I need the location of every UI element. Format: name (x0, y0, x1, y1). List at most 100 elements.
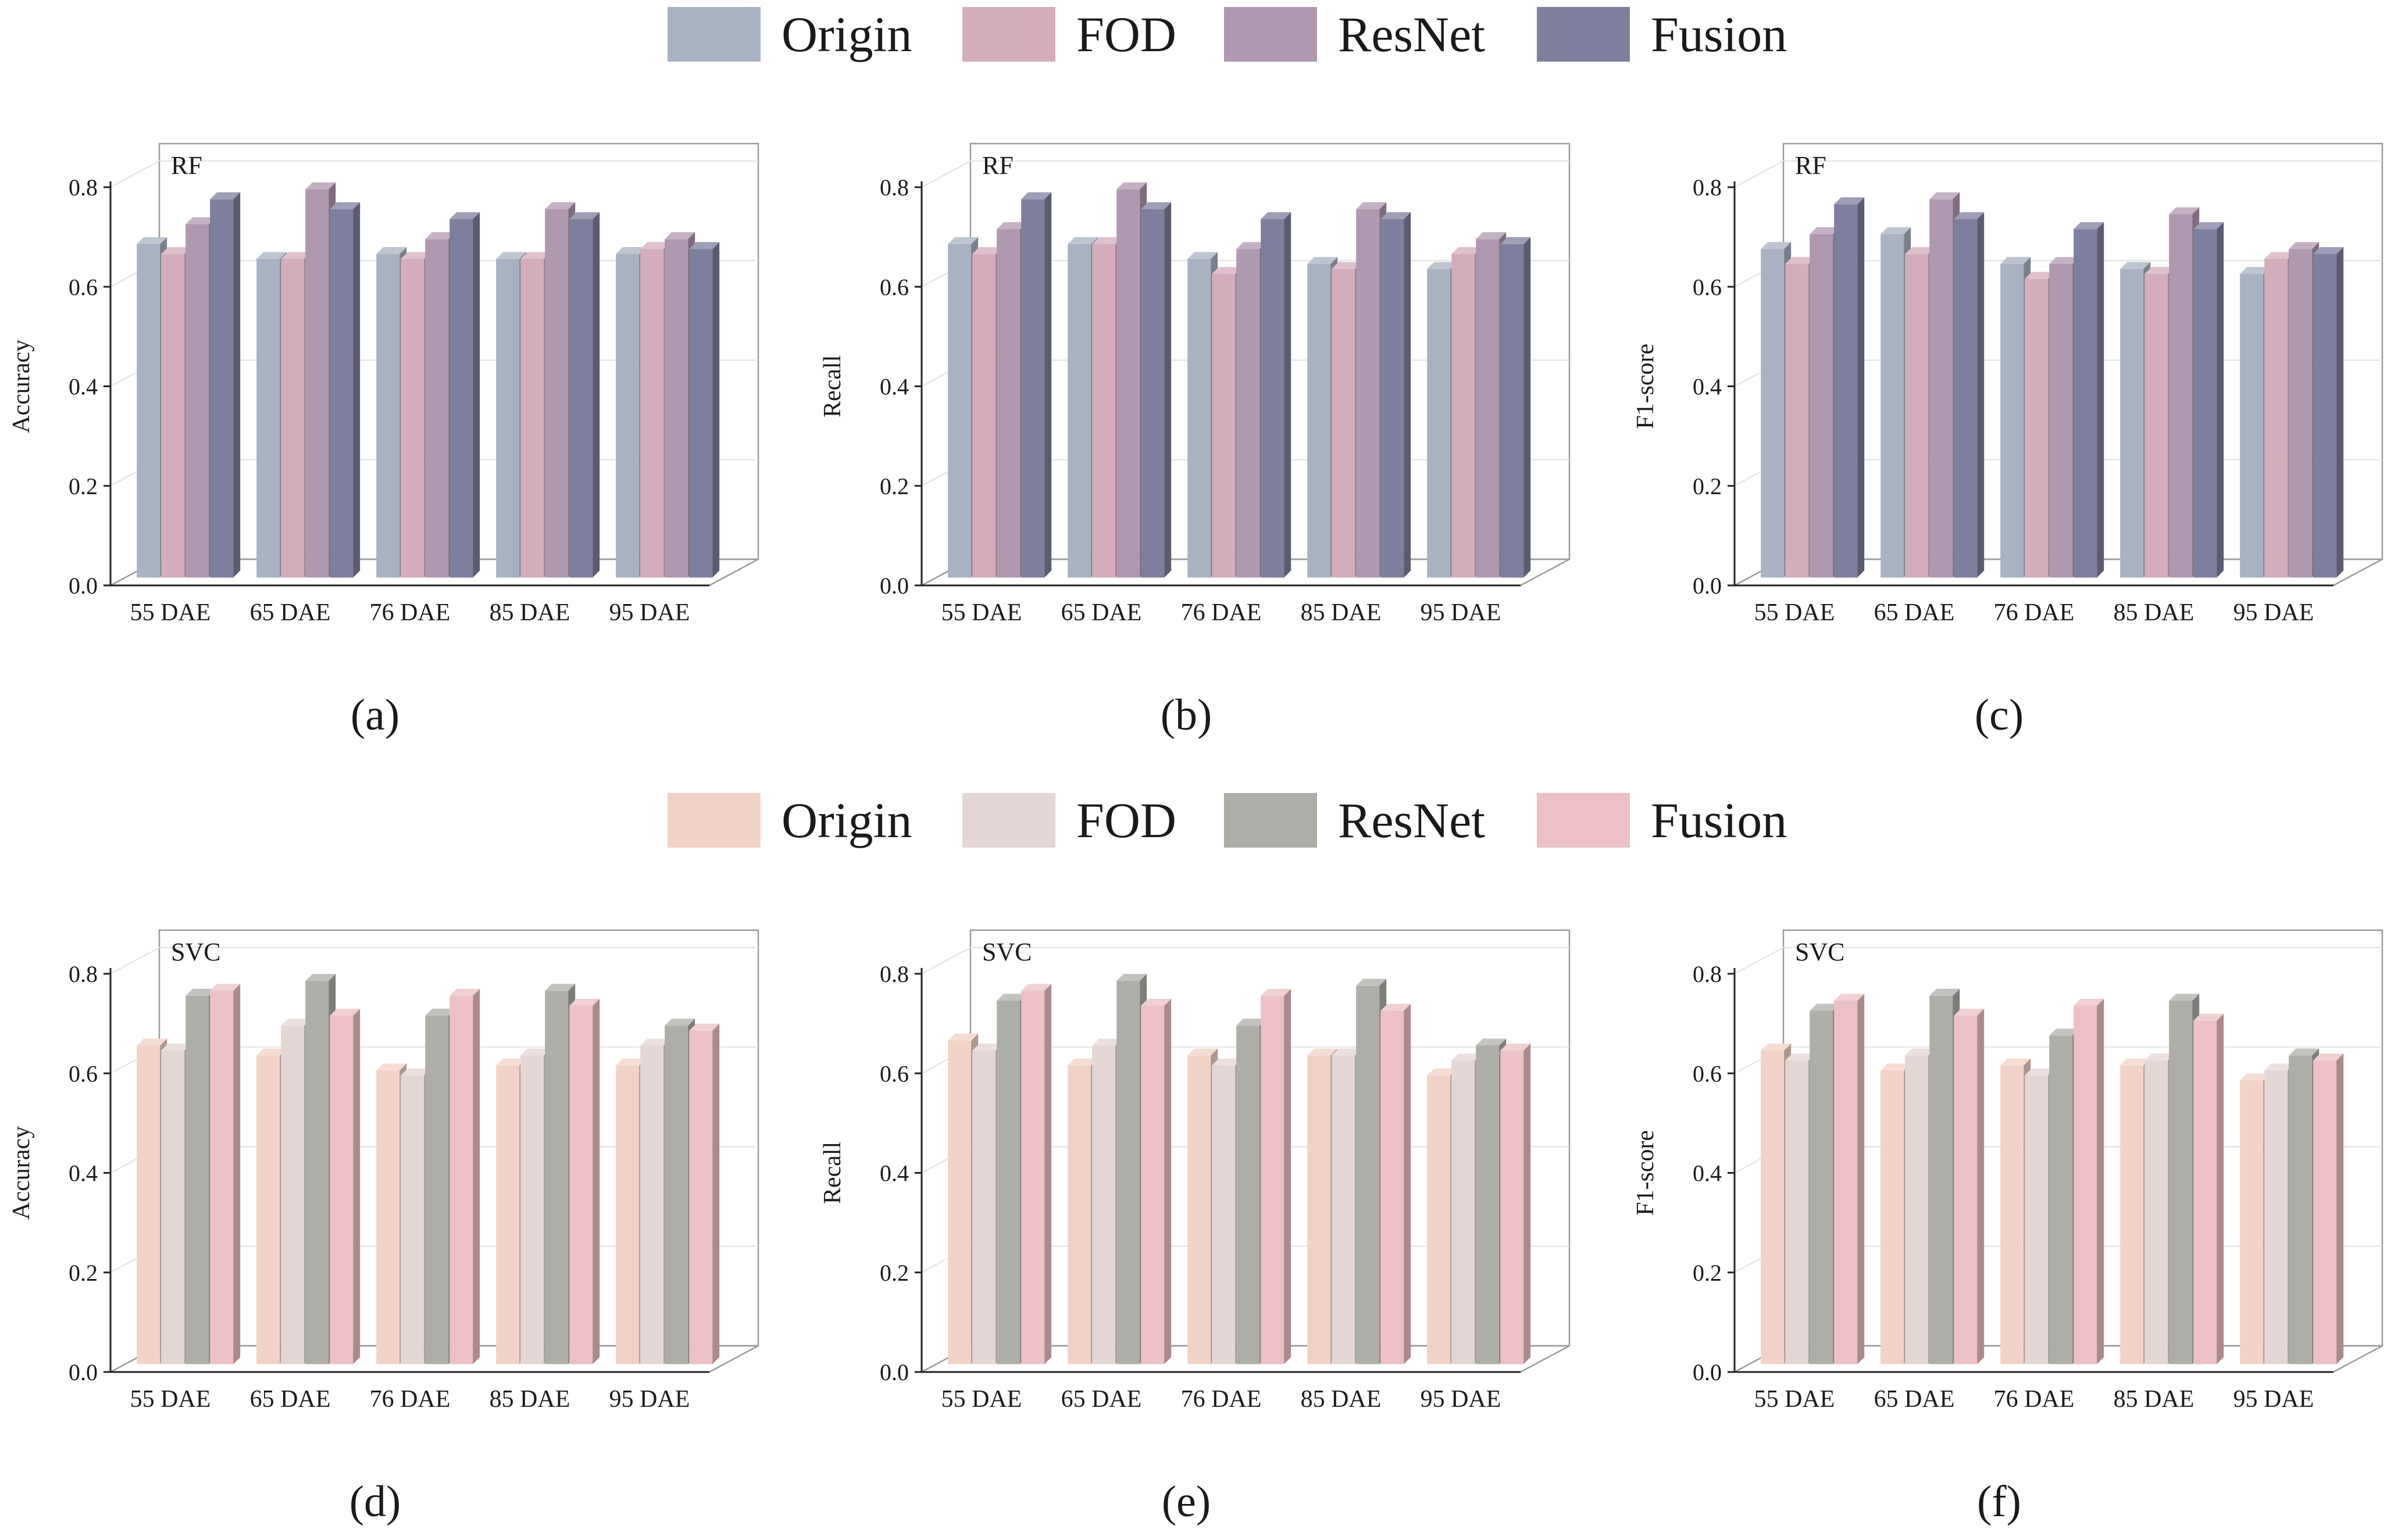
model-label: RF (171, 151, 202, 180)
legend-label-fod: FOD (1076, 6, 1176, 62)
gridline-side (110, 947, 160, 974)
y-tick-label: 0.6 (69, 274, 98, 300)
y-tick-label: 0.4 (69, 374, 98, 400)
bar-top (185, 988, 216, 996)
bar-front (1141, 1006, 1165, 1364)
legend-label-fusion: Fusion (1651, 6, 1787, 62)
category-label: 65 DAE (250, 1386, 331, 1413)
bar-front (569, 219, 593, 578)
bar-front (1834, 204, 1858, 578)
bar (1834, 197, 1865, 578)
bar-side (1977, 212, 1985, 578)
legend-swatch-fod (962, 7, 1055, 62)
y-axis-label: Accuracy (8, 1126, 35, 1220)
bar-side (1044, 984, 1052, 1364)
bar (449, 988, 480, 1364)
bar-top (948, 237, 979, 244)
legend-swatch-fod (962, 793, 1055, 848)
bar-top (161, 1044, 192, 1051)
bar-top (665, 232, 695, 240)
bar-front (2169, 214, 2193, 578)
bar-top (1451, 1053, 1482, 1061)
bar-front (1212, 1065, 1236, 1364)
bar-front (2289, 1055, 2313, 1364)
bar-top (256, 1048, 287, 1056)
y-tick-label: 0.0 (69, 573, 98, 599)
legend-swatch-resnet (1224, 7, 1317, 62)
bar-front (520, 259, 544, 578)
y-tick-label: 0.4 (880, 374, 909, 400)
bar (1021, 192, 1052, 578)
bar-side (593, 212, 600, 578)
bar-front (545, 209, 569, 578)
bar (2074, 222, 2104, 578)
bar-side (353, 1009, 361, 1364)
bar-top (496, 252, 527, 259)
bar-front (520, 1055, 544, 1364)
bar-front (161, 1051, 185, 1364)
bar-front (640, 1045, 664, 1364)
bar-front (2120, 269, 2144, 578)
bar-top (2025, 1068, 2056, 1076)
model-label: SVC (1795, 938, 1845, 966)
bar-top (1380, 212, 1411, 219)
gridline-side (1734, 947, 1784, 974)
bar-front (1332, 1055, 1355, 1364)
bar-top (1236, 1019, 1267, 1026)
bar-front (1476, 1045, 1500, 1364)
bar (210, 984, 241, 1364)
category-label: 85 DAE (2114, 599, 2194, 626)
bar-top (1332, 1048, 1362, 1056)
bar-top (1356, 978, 1387, 986)
model-label: SVC (171, 938, 221, 966)
bar-top (1092, 1038, 1123, 1046)
bar-top (2264, 252, 2295, 259)
bar-front (545, 991, 569, 1364)
bar-front (2289, 249, 2313, 578)
bar-top (1761, 242, 1792, 249)
category-label: 76 DAE (370, 1386, 451, 1413)
bar-front (1141, 209, 1165, 578)
bar-front (1092, 244, 1116, 578)
bar-side (712, 242, 720, 578)
panel-caption: (f) (1977, 1477, 2021, 1526)
y-tick-label: 0.4 (1693, 1160, 1722, 1187)
bar-top (401, 252, 431, 259)
bar-side (1164, 202, 1172, 578)
category-label: 85 DAE (490, 599, 570, 626)
legend-label-origin: Origin (782, 6, 912, 62)
category-label: 85 DAE (1301, 599, 1382, 626)
gridline-side (921, 947, 971, 974)
bar (330, 1009, 361, 1364)
category-label: 85 DAE (490, 1386, 570, 1413)
category-label: 95 DAE (1421, 599, 1501, 626)
legend-swatch-resnet (1224, 793, 1317, 848)
bar-top (1905, 1048, 1936, 1056)
y-tick-label: 0.2 (880, 473, 909, 499)
category-label: 76 DAE (1181, 1386, 1262, 1413)
bar (2193, 222, 2224, 578)
bar-front (2074, 229, 2097, 578)
bar (1954, 212, 1985, 578)
bar-side (233, 984, 241, 1364)
bar-top (2120, 262, 2151, 269)
bar-front (2193, 229, 2217, 578)
y-tick-label: 0.6 (880, 274, 909, 300)
y-tick-label: 0.8 (69, 961, 98, 987)
panel-d: 0.0 0.2 0.4 0.6 0.8 Accuracy SVC 55 DAE 65 DAE 76… (8, 929, 759, 1526)
y-tick-label: 0.0 (1693, 1359, 1722, 1385)
category-label: 65 DAE (1874, 599, 1955, 626)
bar-top (185, 217, 216, 224)
bar (569, 999, 600, 1364)
bar-top (520, 1048, 551, 1056)
bar-top (1476, 1038, 1507, 1046)
panel-caption: (c) (1975, 691, 2024, 739)
bar-top (425, 1009, 456, 1016)
legend-label-origin: Origin (782, 792, 912, 848)
bar-front (305, 981, 329, 1364)
bar-front (161, 253, 185, 578)
bar-top (1880, 227, 1911, 234)
bar-top (1476, 232, 1507, 240)
bar (1380, 212, 1411, 578)
category-label: 65 DAE (250, 599, 331, 626)
